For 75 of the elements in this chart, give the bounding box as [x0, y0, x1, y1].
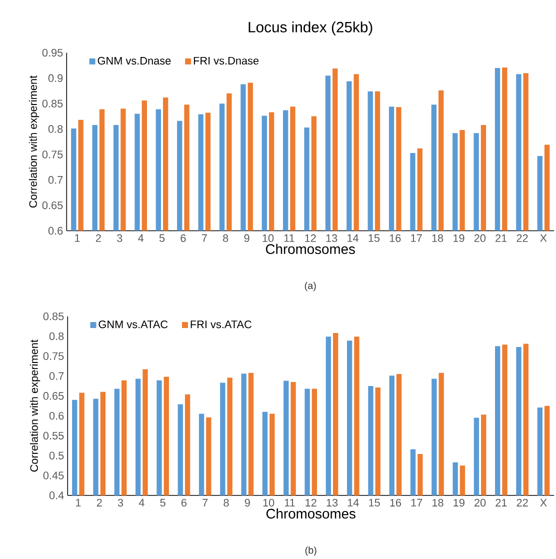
y-tick-label: 0.6 [48, 226, 63, 235]
x-tick-label: 13 [326, 234, 338, 242]
x-tick-label: 1 [76, 498, 81, 506]
x-tick-label: 5 [159, 234, 165, 242]
y-tick-label: 0.9 [48, 74, 63, 82]
x-tick-label: 19 [453, 234, 464, 242]
y-tick-label: 0.75 [42, 150, 63, 158]
y-tick-label: 0.65 [43, 392, 64, 400]
x-tick-label: 15 [369, 498, 380, 506]
x-tick-label: 9 [244, 234, 250, 242]
x-tick-label: 3 [117, 234, 122, 242]
y-tick-label: 0.65 [42, 201, 63, 210]
x-tick-label: 11 [284, 234, 294, 242]
x-tick-label: 4 [138, 498, 144, 506]
y-tick-label: 0.8 [48, 125, 63, 133]
y-tick-label: 0.75 [43, 352, 64, 360]
x-tick-label: 18 [432, 498, 444, 507]
x-tick-label: 1 [75, 234, 80, 242]
x-tick-label: 8 [224, 498, 229, 507]
x-tick-label: 20 [474, 498, 486, 507]
x-tick-label: 2 [96, 498, 102, 506]
x-tick-label: 10 [263, 498, 274, 507]
x-tick-label: 19 [454, 498, 464, 507]
y-tick-label: 0.7 [49, 372, 64, 380]
x-tick-label: 5 [160, 498, 166, 506]
x-axis-title: Chromosomes [266, 244, 355, 254]
y-tick-label: 0.8 [49, 332, 64, 340]
x-tick-label: X [540, 234, 547, 242]
x-tick-label: 3 [118, 498, 124, 507]
x-tick-label: 15 [368, 234, 380, 242]
legend-label: GNM vs.Dnase [98, 56, 171, 65]
y-tick-label: 0.85 [42, 100, 63, 108]
y-tick-label: 0.95 [42, 48, 63, 57]
legend-label: GNM vs.ATAC [98, 320, 168, 328]
x-tick-label: 21 [496, 498, 507, 506]
chart-title: Locus index (25kb) [248, 21, 372, 36]
text: (b) [305, 546, 316, 556]
x-tick-label: 11 [284, 498, 295, 506]
x-tick-label: 6 [180, 234, 186, 242]
legend-label: FRI vs.Dnase [194, 56, 259, 65]
x-tick-label: 8 [223, 234, 228, 242]
y-tick-label: 0.4 [49, 492, 64, 500]
x-tick-label: 17 [411, 234, 422, 242]
y-tick-label: 0.55 [43, 432, 64, 440]
x-tick-label: 16 [390, 234, 401, 242]
x-tick-label: 16 [390, 498, 402, 507]
x-tick-label: 12 [306, 498, 316, 506]
y-tick-label: 0.7 [48, 176, 63, 184]
x-tick-label: 14 [348, 498, 359, 506]
x-tick-label: 7 [202, 498, 208, 506]
x-tick-label: 14 [347, 234, 358, 242]
x-tick-label: 17 [411, 498, 422, 506]
text: (a) [304, 282, 316, 292]
x-tick-label: 9 [244, 498, 250, 507]
x-tick-label: 4 [138, 234, 144, 242]
x-tick-label: 13 [326, 498, 338, 507]
y-tick-label: 0.85 [43, 312, 64, 320]
y-tick-label: 0.5 [49, 452, 64, 460]
x-tick-label: 12 [305, 234, 316, 242]
x-tick-label: 21 [496, 234, 507, 242]
x-tick-label: 22 [516, 234, 528, 242]
y-axis-title: Correlation with experiment [28, 76, 40, 208]
y-tick-label: 0.45 [43, 472, 64, 480]
y-tick-label: 0.6 [49, 412, 64, 420]
x-tick-label: X [540, 498, 547, 506]
y-axis-title: Correlation with experiment [30, 340, 40, 472]
x-tick-label: 18 [432, 234, 444, 242]
x-tick-label: 2 [96, 234, 101, 242]
x-tick-label: 20 [474, 234, 486, 242]
x-tick-label: 10 [262, 234, 274, 242]
x-tick-label: 22 [516, 498, 528, 506]
x-tick-label: 7 [202, 234, 207, 242]
x-tick-label: 6 [181, 498, 186, 507]
x-axis-title: Chromosomes [266, 508, 356, 519]
legend-label: FRI vs.ATAC [190, 320, 252, 328]
